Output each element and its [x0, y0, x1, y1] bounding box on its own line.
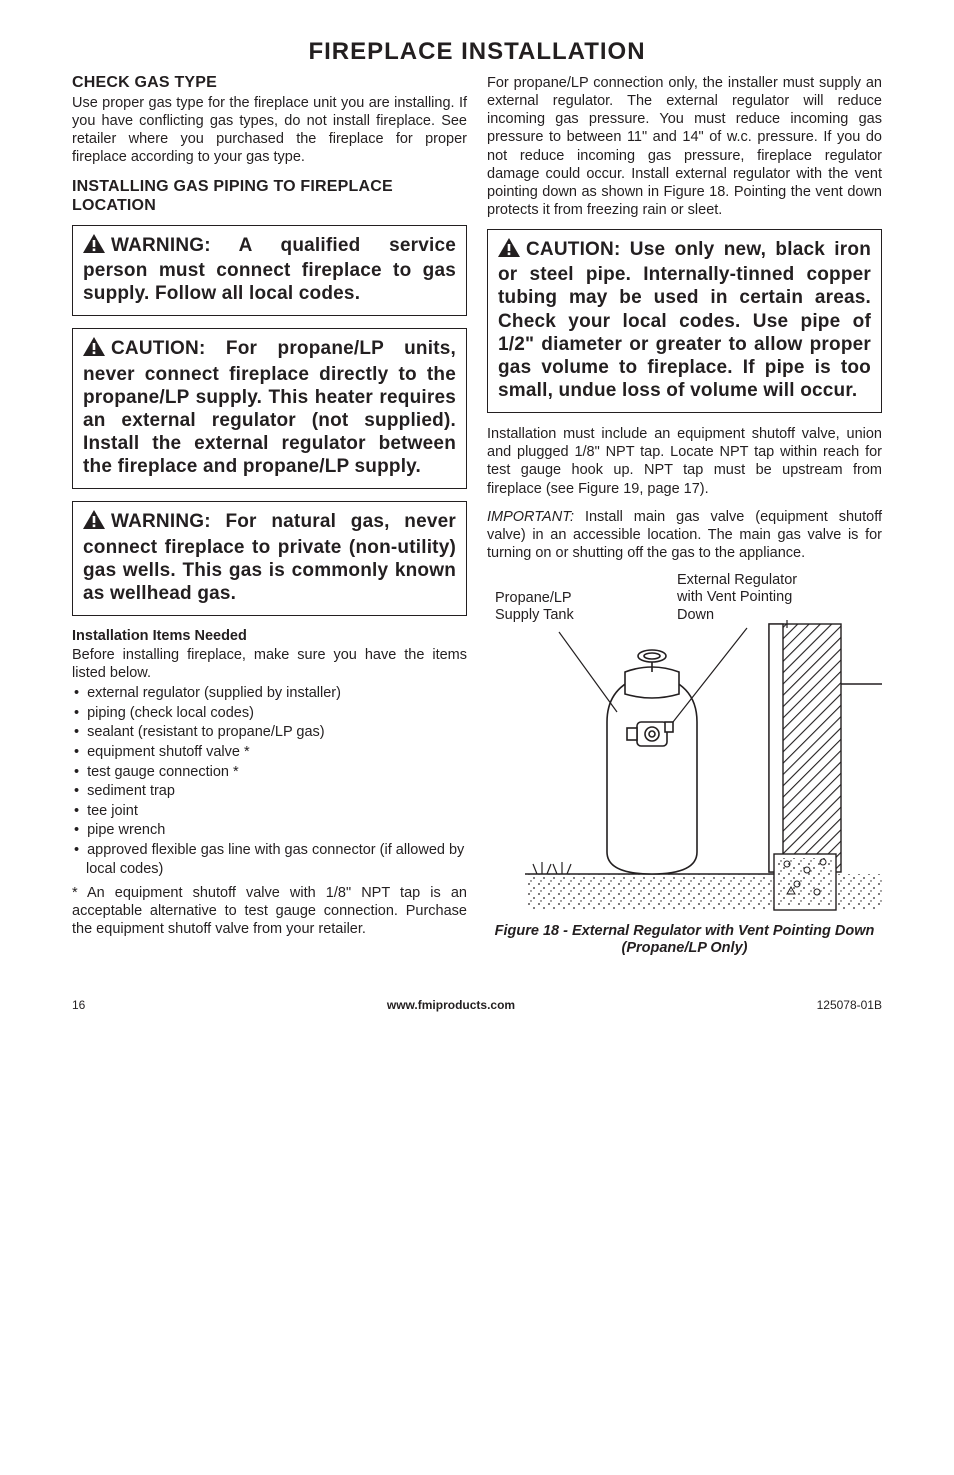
heading-check-gas: CHECK GAS TYPE — [72, 74, 467, 92]
warning-triangle-icon — [83, 234, 105, 259]
warning-triangle-icon — [83, 337, 105, 362]
paragraph-propane: For propane/LP connection only, the inst… — [487, 74, 882, 219]
items-list: external regulator (supplied by installe… — [72, 684, 467, 880]
caution-box-pipe: CAUTION: Use only new, black iron or ste… — [487, 229, 882, 413]
list-item: pipe wrench — [86, 821, 467, 841]
figure-caption: Figure 18 - External Regulator with Vent… — [487, 923, 882, 958]
list-item: sealant (resistant to propane/LP gas) — [86, 723, 467, 743]
list-item: test gauge connection * — [86, 763, 467, 783]
footer-page-number: 16 — [72, 998, 85, 1012]
paragraph-footnote: * An equipment shutoff valve with 1/8" N… — [72, 884, 467, 938]
list-item: external regulator (supplied by installe… — [86, 684, 467, 704]
right-column: For propane/LP connection only, the inst… — [487, 74, 882, 958]
paragraph-install-must: Installation must include an equipment s… — [487, 425, 882, 498]
warning-text: WARNING: A qualified service person must… — [83, 234, 456, 306]
left-column: CHECK GAS TYPE Use proper gas type for t… — [72, 74, 467, 958]
list-item: approved flexible gas line with gas conn… — [86, 841, 467, 880]
warning-qualified-text: WARNING: A qualified service person must… — [83, 235, 456, 304]
warning-box-natural: WARNING: For natural gas, never connect … — [72, 501, 467, 616]
figure-label-regulator: External Regulatorwith Vent PointingDown — [677, 572, 837, 624]
subheading-items: Installation Items Needed — [72, 628, 467, 644]
footer-url: www.fmiproducts.com — [387, 998, 515, 1012]
caution-lp-text: CAUTION: For propane/LP units, never con… — [83, 338, 456, 477]
list-item: sediment trap — [86, 782, 467, 802]
page-footer: 16 www.fmiproducts.com 125078-01B — [72, 998, 882, 1012]
warning-natural-text: WARNING: For natural gas, never connect … — [83, 511, 456, 604]
caution-text: CAUTION: Use only new, black iron or ste… — [498, 238, 871, 402]
section-title: FIREPLACE INSTALLATION — [72, 38, 882, 66]
warning-text: WARNING: For natural gas, never connect … — [83, 510, 456, 605]
paragraph-items: Before installing fireplace, make sure y… — [72, 646, 467, 682]
two-column-layout: CHECK GAS TYPE Use proper gas type for t… — [72, 74, 882, 958]
caution-box-lp: CAUTION: For propane/LP units, never con… — [72, 328, 467, 489]
caution-text: CAUTION: For propane/LP units, never con… — [83, 337, 456, 478]
list-item: piping (check local codes) — [86, 704, 467, 724]
paragraph-check-gas: Use proper gas type for the fireplace un… — [72, 94, 467, 167]
warning-triangle-icon — [83, 510, 105, 535]
caution-pipe-text: CAUTION: Use only new, black iron or ste… — [498, 239, 871, 401]
list-item: tee joint — [86, 802, 467, 822]
figure-label-tank: Propane/LPSupply Tank — [495, 590, 605, 625]
important-label: IMPORTANT: — [487, 509, 574, 525]
list-item: equipment shutoff valve * — [86, 743, 467, 763]
figure-18: External Regulatorwith Vent PointingDown… — [487, 572, 882, 958]
paragraph-important: IMPORTANT: Install main gas valve (equip… — [487, 508, 882, 562]
warning-triangle-icon — [498, 238, 520, 263]
warning-box-qualified: WARNING: A qualified service person must… — [72, 225, 467, 317]
footer-doc-number: 125078-01B — [817, 998, 882, 1012]
heading-install-piping: INSTALLING GAS PIPING TO FIREPLACE LOCAT… — [72, 177, 467, 215]
